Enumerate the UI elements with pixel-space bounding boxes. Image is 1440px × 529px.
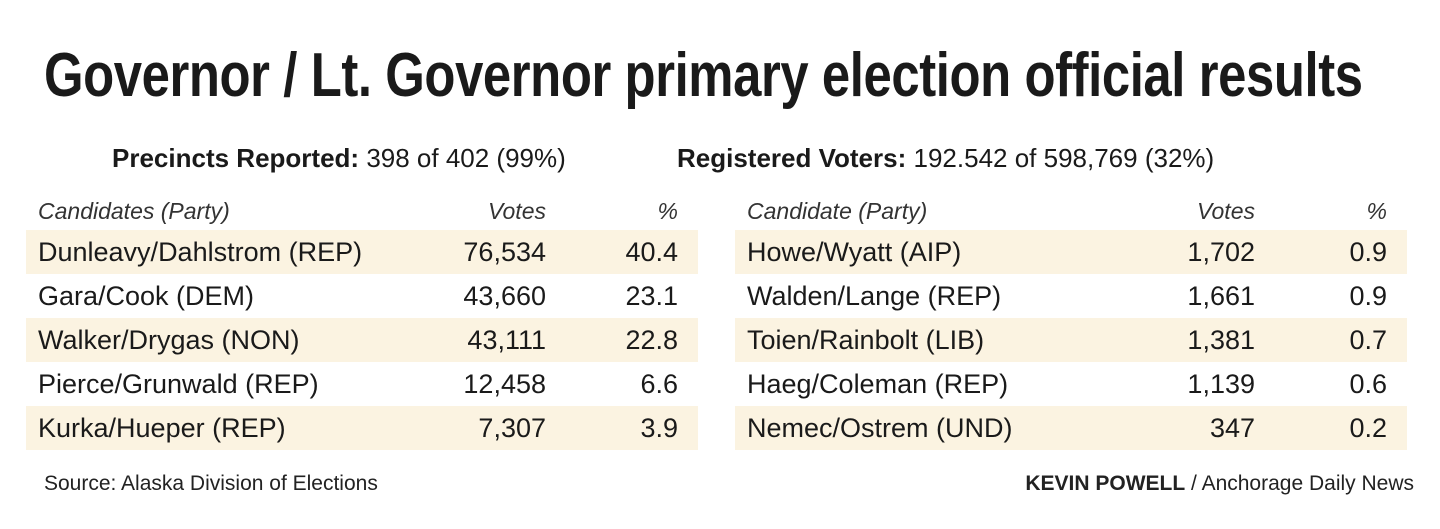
percent-cell: 6.6 bbox=[640, 369, 678, 399]
percent-cell: 22.8 bbox=[625, 325, 678, 355]
votes-cell: 347 bbox=[1209, 413, 1255, 443]
candidate-cell: Howe/Wyatt (AIP) bbox=[747, 237, 962, 267]
precincts-value: 398 of 402 (99%) bbox=[366, 143, 566, 173]
percent-cell: 40.4 bbox=[625, 237, 678, 267]
table-header: Candidates (Party) Votes% bbox=[26, 196, 698, 226]
candidate-cell: Haeg/Coleman (REP) bbox=[747, 369, 1009, 399]
votes-cell: 12,458 bbox=[463, 369, 546, 399]
candidate-cell: Toien/Rainbolt (LIB) bbox=[747, 325, 985, 355]
table-row: Haeg/Coleman (REP) 1,139 0.6 bbox=[735, 362, 1407, 406]
registered-label: Registered Voters: bbox=[677, 143, 907, 173]
percent-cell: 0.7 bbox=[1349, 325, 1387, 355]
results-table-left: Candidates (Party) Votes% Dunleavy/Dahlstr… bbox=[26, 196, 698, 454]
table-row: Pierce/Grunwald (REP) 12,458 6.6 bbox=[26, 362, 698, 406]
registered-value: 192.542 of 598,769 (32%) bbox=[913, 143, 1215, 173]
summary-line: Precincts Reported: 398 of 402 (99%) Reg… bbox=[0, 140, 1440, 176]
percent-cell: 23.1 bbox=[625, 281, 678, 311]
votes-cell: 1,139 bbox=[1187, 369, 1255, 399]
percent-cell: 0.6 bbox=[1349, 369, 1387, 399]
table-header: Candidate (Party) Votes% bbox=[735, 196, 1407, 226]
column-header: % bbox=[657, 198, 678, 224]
votes-cell: 1,381 bbox=[1187, 325, 1255, 355]
candidate-cell: Dunleavy/Dahlstrom (REP) bbox=[38, 237, 363, 267]
precincts-reported: Precincts Reported: 398 of 402 (99%) bbox=[112, 140, 566, 176]
votes-cell: 43,660 bbox=[463, 281, 546, 311]
column-header: Candidate (Party) bbox=[747, 198, 928, 224]
percent-cell: 0.9 bbox=[1349, 237, 1387, 267]
candidate-cell: Gara/Cook (DEM) bbox=[38, 281, 255, 311]
column-header: % bbox=[1366, 198, 1387, 224]
percent-cell: 0.2 bbox=[1349, 413, 1387, 443]
votes-cell: 1,661 bbox=[1187, 281, 1255, 311]
chart-title: Governor / Lt. Governor primary election… bbox=[44, 41, 1363, 110]
registered-voters: Registered Voters: 192.542 of 598,769 (3… bbox=[677, 140, 1214, 176]
votes-cell: 1,702 bbox=[1187, 237, 1255, 267]
candidate-cell: Pierce/Grunwald (REP) bbox=[38, 369, 319, 399]
table-row: Walden/Lange (REP) 1,661 0.9 bbox=[735, 274, 1407, 318]
votes-cell: 43,111 bbox=[467, 325, 546, 355]
table-row: Walker/Drygas (NON) 43,111 22.8 bbox=[26, 318, 698, 362]
column-header: Candidates (Party) bbox=[38, 198, 230, 224]
table-row: Gara/Cook (DEM) 43,660 23.1 bbox=[26, 274, 698, 318]
column-header: Votes bbox=[488, 198, 546, 224]
candidate-cell: Kurka/Hueper (REP) bbox=[38, 413, 286, 443]
table-row: Howe/Wyatt (AIP) 1,702 0.9 bbox=[735, 230, 1407, 274]
column-header: Votes bbox=[1197, 198, 1255, 224]
percent-cell: 3.9 bbox=[640, 413, 678, 443]
table-row: Toien/Rainbolt (LIB) 1,381 0.7 bbox=[735, 318, 1407, 362]
credit-line: KEVIN POWELL / Anchorage Daily News bbox=[1025, 470, 1414, 498]
results-table-right: Candidate (Party) Votes% Howe/Wyatt (AIP) 1… bbox=[735, 196, 1407, 454]
credit-name: KEVIN POWELL bbox=[1025, 472, 1186, 495]
table-row: Dunleavy/Dahlstrom (REP) 76,534 40.4 bbox=[26, 230, 698, 274]
candidate-cell: Walden/Lange (REP) bbox=[747, 281, 1002, 311]
candidate-cell: Walker/Drygas (NON) bbox=[38, 325, 300, 355]
votes-cell: 7,307 bbox=[478, 413, 546, 443]
table-row: Nemec/Ostrem (UND) 347 0.2 bbox=[735, 406, 1407, 450]
source-note: Source: Alaska Division of Elections bbox=[44, 472, 378, 495]
votes-cell: 76,534 bbox=[463, 237, 546, 267]
precincts-label: Precincts Reported: bbox=[112, 143, 360, 173]
candidate-cell: Nemec/Ostrem (UND) bbox=[747, 413, 1013, 443]
credit-outlet: / Anchorage Daily News bbox=[1185, 472, 1414, 495]
percent-cell: 0.9 bbox=[1349, 281, 1387, 311]
table-row: Kurka/Hueper (REP) 7,307 3.9 bbox=[26, 406, 698, 450]
